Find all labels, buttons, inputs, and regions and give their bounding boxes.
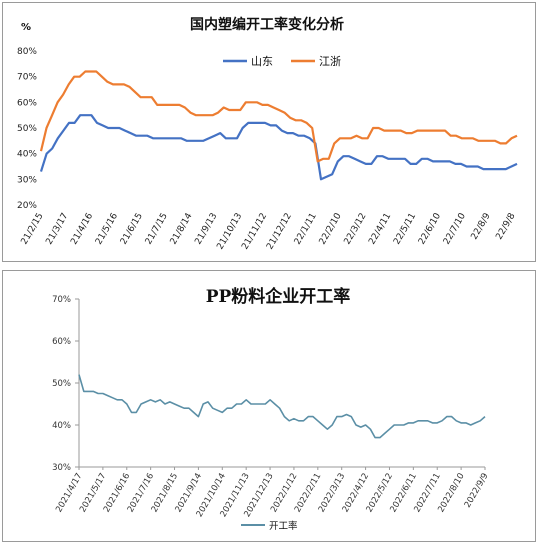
- chart-1-unit-label: %: [21, 22, 31, 33]
- chart-1-y-tick-label: 60%: [17, 98, 37, 108]
- chart-1-x-tick-label: 21/9/13: [193, 212, 219, 247]
- chart-2-y-tick-label: 50%: [52, 379, 71, 389]
- chart-1-y-tick-label: 20%: [17, 201, 37, 211]
- chart-1-svg: 国内塑编开工率变化分析 % 20% 30% 40% 50% 60% 70% 80% 21/2…: [17, 16, 518, 252]
- chart-2-series-line: [78, 374, 486, 439]
- chart-2-y-tick-label: 40%: [52, 421, 71, 431]
- chart-1-x-tick-label: 21/12/12: [265, 212, 294, 252]
- chart-1-series-line-2: [39, 70, 518, 163]
- chart-1-y-tick-label: 70%: [17, 73, 37, 83]
- chart-1-x-tick-label: 21/5/16: [94, 211, 120, 246]
- chart-1-legend-label: 江浙: [319, 55, 341, 68]
- chart-1-y-tick-label: 40%: [17, 150, 37, 160]
- chart-1-x-tick-label: 21/4/16: [69, 211, 95, 246]
- chart-1-x-tick-label: 22/7/10: [442, 211, 468, 246]
- chart-1-x-tick-label: 22/6/10: [417, 211, 443, 246]
- chart-panel-pp-powder: PP粉料企业开工率 30% 40% 50% 60% 70% 2021/4/17 2021/…: [2, 270, 536, 542]
- chart-1-x-tick-label: 21/6/15: [119, 212, 145, 247]
- chart-1-x-tick-label: 22/4/11: [367, 212, 393, 247]
- chart-2-y-tick-label: 70%: [52, 295, 71, 305]
- chart-2-y-tick-label: 30%: [52, 463, 71, 473]
- chart-1-legend-label: 山东: [251, 55, 273, 68]
- chart-2-legend-label: 开工率: [269, 520, 298, 532]
- chart-1-y-tick-label: 50%: [17, 124, 37, 134]
- chart-2-y-tick-label: 60%: [52, 337, 71, 347]
- chart-1-title: 国内塑编开工率变化分析: [190, 16, 344, 33]
- chart-2-title: PP粉料企业开工率: [206, 286, 351, 307]
- chart-2-svg: PP粉料企业开工率 30%40%50%60%70% 2021/4/172021/…: [52, 286, 491, 532]
- chart-1-x-tick-label: 21/8/14: [169, 211, 195, 246]
- chart-1-x-tick-label: 22/5/11: [392, 212, 418, 247]
- chart-1-x-tick-label: 21/2/15: [20, 212, 46, 247]
- chart-1-y-tick-label: 30%: [17, 175, 37, 185]
- chart-panel-domestic-woven: 国内塑编开工率变化分析 % 20% 30% 40% 50% 60% 70% 80% 21/2…: [2, 2, 536, 262]
- chart-1-y-tick-label: 80%: [17, 47, 37, 57]
- chart-1-x-tick-label: 22/1/11: [293, 212, 319, 247]
- chart-2-x-tick-label: 2022/9/9: [463, 472, 491, 510]
- chart-1-x-tick-label: 21/7/15: [144, 212, 170, 247]
- chart-1-x-tick-label: 22/8/9: [470, 211, 493, 241]
- chart-1-x-tick-label: 22/9/8: [494, 211, 517, 241]
- chart-1-series-line-1: [39, 114, 518, 181]
- chart-1-x-tick-label: 22/2/10: [318, 211, 344, 246]
- chart-1-x-tick-label: 21/3/17: [44, 212, 70, 247]
- chart-1-x-tick-label: 22/3/12: [343, 212, 369, 247]
